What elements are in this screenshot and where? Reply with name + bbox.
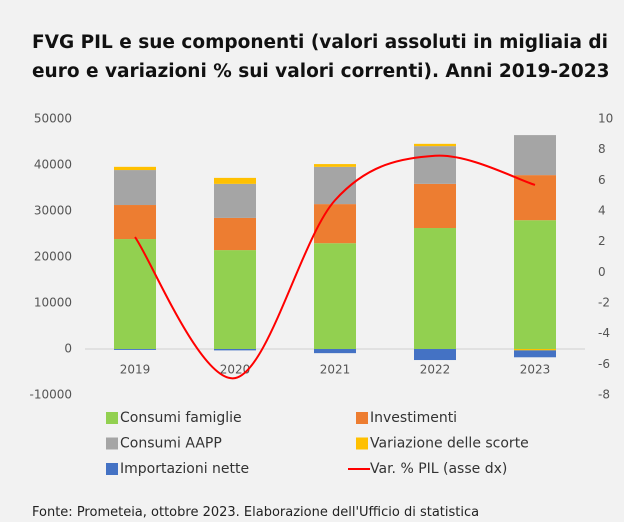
bar-segment bbox=[314, 204, 356, 244]
bar-segment bbox=[314, 243, 356, 349]
bar-segment bbox=[514, 135, 556, 176]
y2-tick-label: 8 bbox=[598, 142, 606, 156]
y2-tick-label: 10 bbox=[598, 112, 613, 126]
y-tick-label: 20000 bbox=[34, 250, 72, 264]
x-tick-label: 2019 bbox=[120, 363, 151, 377]
y2-tick-label: -6 bbox=[598, 357, 610, 371]
y2-tick-label: -4 bbox=[598, 326, 610, 340]
bar-segment bbox=[514, 220, 556, 349]
chart-title: FVG PIL e sue componenti (valori assolut… bbox=[32, 32, 610, 82]
bar-segment bbox=[214, 183, 256, 218]
bar-segment bbox=[514, 349, 556, 351]
bar-segment bbox=[214, 349, 256, 351]
bar-segment bbox=[214, 217, 256, 251]
bar-segment bbox=[114, 170, 156, 206]
legend-swatch bbox=[106, 412, 118, 424]
x-tick-label: 2023 bbox=[520, 363, 551, 377]
legend-label: Importazioni nette bbox=[120, 461, 249, 477]
legend-swatch bbox=[106, 437, 118, 450]
y2-tick-label: 6 bbox=[598, 173, 606, 187]
bar-segment bbox=[514, 175, 556, 221]
y2-tick-label: -8 bbox=[598, 388, 610, 402]
legend-label: Investimenti bbox=[370, 410, 457, 426]
legend-swatch bbox=[356, 437, 368, 450]
bar-segment bbox=[114, 349, 156, 350]
y2-tick-label: -2 bbox=[598, 296, 610, 310]
y-tick-label: -10000 bbox=[29, 388, 72, 402]
legend-swatch bbox=[356, 412, 368, 424]
bar-segment bbox=[114, 239, 156, 349]
legend-label: Consumi famiglie bbox=[120, 410, 242, 426]
legend-label: Consumi AAPP bbox=[120, 436, 222, 452]
bar-segment bbox=[414, 349, 456, 361]
bar-segment bbox=[514, 350, 556, 358]
bar-segment bbox=[414, 143, 456, 147]
y-tick-label: 0 bbox=[64, 342, 72, 356]
y2-tick-label: 0 bbox=[598, 265, 606, 279]
bar-segment bbox=[414, 183, 456, 229]
source-note: Fonte: Prometeia, ottobre 2023. Elaboraz… bbox=[32, 505, 480, 520]
bar-segment bbox=[314, 349, 356, 354]
x-tick-label: 2021 bbox=[320, 363, 351, 377]
legend-label: Var. % PIL (asse dx) bbox=[370, 461, 507, 477]
bar-segment bbox=[214, 250, 256, 349]
y-tick-label: 40000 bbox=[34, 158, 72, 172]
y-tick-label: 50000 bbox=[34, 112, 72, 126]
y2-tick-label: 2 bbox=[598, 234, 606, 248]
bar-segment bbox=[114, 205, 156, 240]
bar-segment bbox=[414, 146, 456, 184]
x-tick-label: 2020 bbox=[220, 363, 251, 377]
y-tick-label: 30000 bbox=[34, 204, 72, 218]
bar-segment bbox=[114, 166, 156, 171]
bar-segment bbox=[314, 164, 356, 167]
bar-segment bbox=[414, 228, 456, 349]
line-series bbox=[134, 154, 536, 380]
legend-label: Variazione delle scorte bbox=[370, 436, 529, 452]
y2-tick-label: 4 bbox=[598, 204, 606, 218]
y-tick-label: 10000 bbox=[34, 296, 72, 310]
legend-swatch bbox=[106, 463, 118, 475]
bar-segment bbox=[214, 177, 256, 184]
x-tick-label: 2022 bbox=[420, 363, 451, 377]
